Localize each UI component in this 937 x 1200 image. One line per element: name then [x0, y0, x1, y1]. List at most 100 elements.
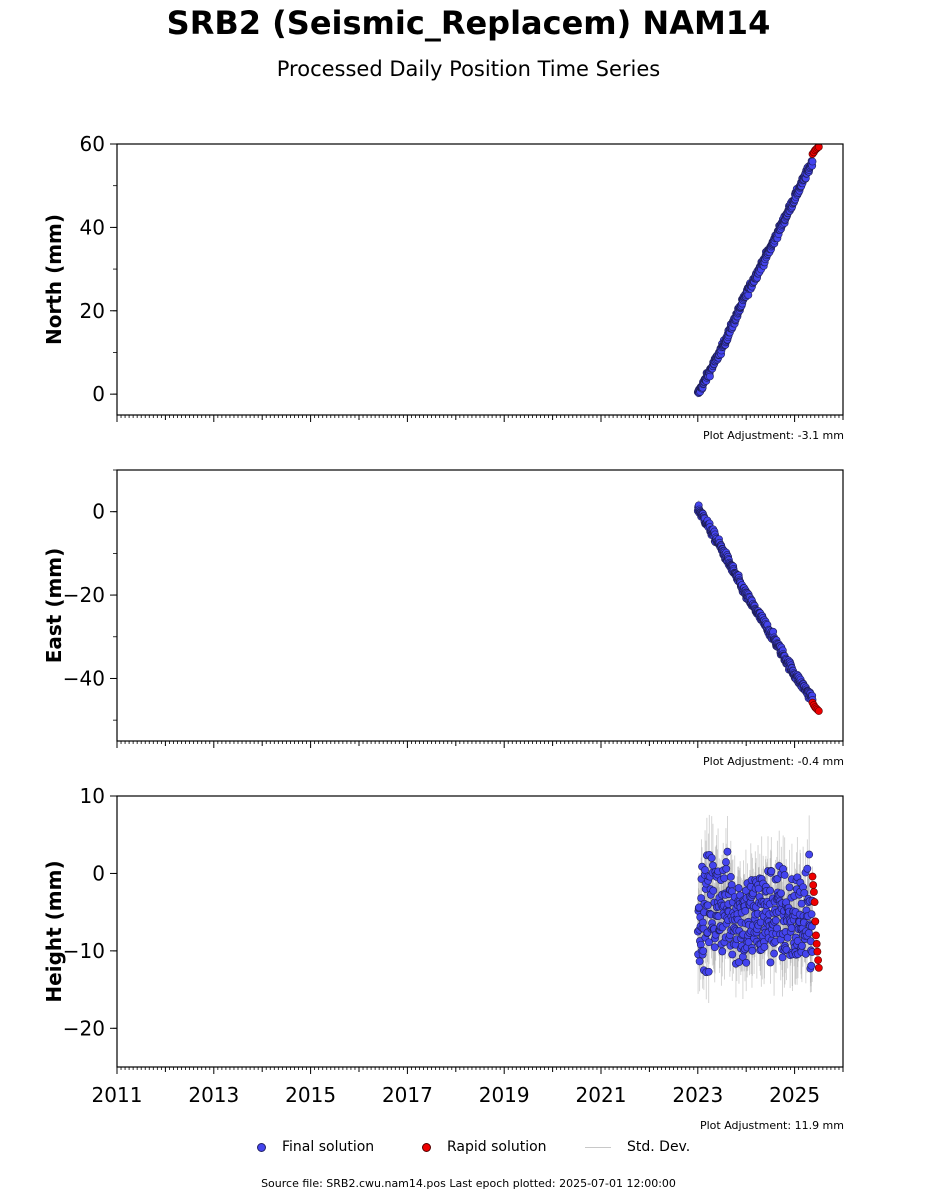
final-solution-point: [766, 958, 775, 967]
final-solution-point: [780, 871, 789, 879]
y-tick-label: 0: [92, 861, 105, 885]
y-tick-label: −40: [63, 666, 105, 690]
final-solution-point: [808, 157, 817, 166]
final-solution-point: [710, 943, 719, 952]
final-solution-point: [734, 884, 743, 892]
y-tick-label: 20: [80, 299, 105, 323]
final-solution-point: [805, 850, 814, 859]
final-solution-point: [703, 901, 712, 910]
y-tick-label: −10: [63, 939, 105, 963]
rapid-solution-point: [814, 963, 823, 972]
height-plot-adjustment: Plot Adjustment: 11.9 mm: [699, 1119, 844, 1132]
final-solution-point: [807, 910, 816, 919]
final-solution-point: [770, 949, 778, 958]
legend-rapid-label: Rapid solution: [447, 1139, 547, 1155]
source-footer: Source file: SRB2.cwu.nam14.pos Last epo…: [261, 1177, 676, 1190]
final-solution-point: [744, 938, 753, 947]
y-tick-label: 10: [80, 784, 105, 808]
chart-title: SRB2 (Seismic_Replacem) NAM14: [166, 4, 771, 42]
rapid-solution-point: [810, 888, 818, 896]
final-solution-point: [704, 967, 713, 976]
final-solution-point: [767, 867, 776, 876]
final-solution-point: [718, 947, 727, 956]
y-tick-label: −20: [63, 583, 105, 607]
data-layer: [693, 144, 823, 398]
rapid-solution-point: [811, 917, 820, 926]
y-axis-label: East (mm): [42, 548, 66, 664]
rapid-solution-point: [812, 931, 820, 940]
final-solution-point: [754, 884, 763, 893]
final-solution-point: [722, 864, 731, 873]
data-layer: [693, 814, 823, 1004]
legend-final-label: Final solution: [282, 1139, 375, 1155]
final-solution-point: [785, 883, 794, 892]
final-solution-point: [787, 924, 796, 932]
final-solution-point: [742, 958, 751, 967]
panel-0: 0 20 40 60 North (mm): [42, 132, 844, 422]
y-axis-label: North (mm): [42, 214, 66, 345]
final-solution-point: [803, 864, 812, 873]
final-solution-point: [741, 907, 750, 915]
x-tick-label: 2023: [672, 1083, 723, 1107]
rapid-solution-point: [809, 881, 818, 889]
panel-2: 2011 2013 2015 2017 2019 2021 2023 2025 10 0 −10 −2…: [42, 784, 844, 1107]
y-tick-label: −20: [63, 1016, 105, 1040]
final-solution-point: [807, 961, 816, 970]
y-tick-label: 0: [92, 382, 105, 406]
final-solution-point: [709, 886, 718, 895]
rapid-solution-point: [814, 144, 823, 151]
rapid-solution-marker-icon: [422, 1142, 431, 1152]
final-solution-point: [695, 957, 704, 966]
x-tick-label: 2013: [188, 1083, 239, 1107]
data-layer: [693, 500, 823, 715]
final-solution-point: [699, 947, 708, 955]
x-tick-label: 2017: [382, 1083, 433, 1107]
final-solution-point: [798, 941, 806, 950]
rapid-solution-point: [810, 898, 819, 906]
final-solution-point: [726, 873, 735, 881]
final-solution-point: [707, 854, 716, 862]
plot-frame: [116, 143, 844, 416]
rapid-solution-point: [808, 872, 817, 881]
final-solution-point: [748, 946, 757, 955]
y-tick-label: 0: [92, 500, 105, 524]
legend: Final solution Rapid solution Std. Dev.: [0, 1136, 937, 1160]
final-solution-point: [800, 888, 809, 897]
final-solution-point: [695, 903, 703, 912]
rapid-solution-point: [812, 939, 821, 948]
final-solution-point: [793, 937, 802, 945]
final-solution-point: [701, 866, 709, 874]
x-tick-label: 2025: [769, 1083, 820, 1107]
x-tick-label: 2019: [479, 1083, 530, 1107]
final-solution-marker-icon: [257, 1142, 266, 1152]
legend-std-label: Std. Dev.: [627, 1139, 691, 1155]
x-tick-label: 2015: [285, 1083, 336, 1107]
final-solution-point: [705, 938, 713, 947]
final-solution-point: [722, 858, 730, 866]
rapid-solution-point: [814, 956, 823, 965]
final-solution-point: [723, 847, 732, 856]
y-axis-label: Height (mm): [42, 860, 66, 1002]
final-solution-point: [771, 916, 780, 925]
final-solution-point: [804, 929, 813, 937]
east-plot-adjustment: Plot Adjustment: -0.4 mm: [703, 755, 844, 768]
y-tick-label: 40: [80, 215, 105, 239]
std-dev-line-icon: [585, 1146, 611, 1148]
final-solution-point: [778, 953, 787, 962]
legend-std: Std. Dev.: [585, 1136, 690, 1158]
final-solution-point: [760, 943, 769, 951]
y-tick-label: 60: [80, 132, 105, 156]
final-solution-point: [777, 889, 785, 898]
final-solution-point: [709, 861, 717, 870]
rapid-solution-point: [814, 707, 823, 715]
final-solution-point: [720, 874, 729, 883]
x-tick-label: 2011: [92, 1083, 143, 1107]
plot-frame: [116, 469, 844, 742]
x-tick-label: 2021: [576, 1083, 627, 1107]
final-solution-point: [728, 950, 737, 959]
chart-subtitle: Processed Daily Position Time Series: [276, 57, 661, 81]
north-plot-adjustment: Plot Adjustment: -3.1 mm: [703, 429, 844, 442]
final-solution-point: [766, 886, 775, 895]
